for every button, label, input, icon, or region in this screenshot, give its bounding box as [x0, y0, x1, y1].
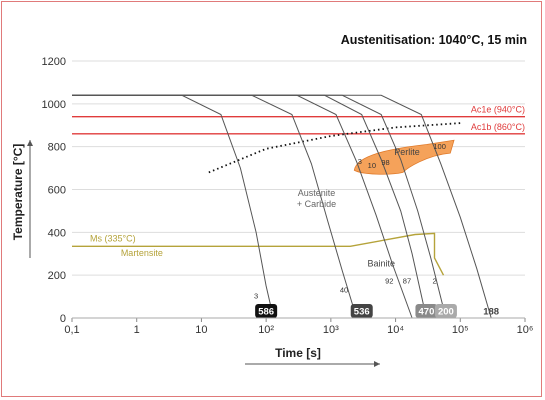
y-tick-label: 800 [48, 142, 66, 154]
cooling-curve [72, 94, 274, 319]
x-axis-title: Time [s] [275, 346, 321, 360]
y-tick-label: 1000 [42, 99, 66, 111]
region-label: Austenite [298, 188, 336, 198]
critical-temperature-label: Ac1e (940°C) [471, 105, 525, 115]
grid [72, 60, 525, 276]
cooling-curves [72, 94, 492, 319]
phase-percentage-label: 10 [368, 161, 376, 170]
hardness-value: 586 [258, 307, 274, 318]
region-label: Martensite [121, 248, 163, 258]
hardness-badge [434, 304, 457, 318]
x-tick-label: 0,1 [64, 324, 79, 336]
region-label: Bainite [367, 259, 395, 269]
hardness-badge [415, 304, 438, 318]
y-tick-label: 0 [60, 313, 66, 325]
region-label: Perlite [394, 147, 420, 157]
phase-percentage-label: 98 [381, 158, 389, 167]
hardness-value: 536 [354, 307, 370, 318]
critical-temperature-label: Ac1b (860°C) [471, 122, 525, 132]
phase-percentage-label: 92 [385, 277, 393, 286]
hardness-badge [350, 304, 373, 318]
y-axis-title: Temperature [°C] [11, 144, 25, 241]
phase-regions [353, 139, 455, 175]
phase-percentage-label: 100 [433, 142, 446, 151]
x-tick-label: 10⁵ [452, 324, 469, 336]
ms-label: Ms (335°C) [90, 233, 136, 243]
y-axis-arrowhead [27, 140, 33, 146]
hardness-badge [255, 304, 278, 318]
transformation-start-curve [208, 122, 461, 174]
hardness-value: 200 [438, 307, 454, 318]
cooling-curve [72, 94, 492, 319]
y-tick-label: 400 [48, 227, 66, 239]
x-tick-label: 10⁶ [517, 324, 534, 336]
reference-lines: Ac1e (940°C) Ac1b (860°C) Ms (335°C) [72, 105, 525, 276]
phase-percentage-label: 3 [358, 157, 362, 166]
perlite-region [353, 139, 455, 175]
x-tick-label: 10⁴ [387, 324, 404, 336]
x-axis-arrowhead [374, 361, 380, 367]
region-label: + Carbide [297, 199, 336, 209]
hardness-value: 470 [419, 307, 435, 318]
hardness-value: 188 [483, 307, 499, 318]
y-tick-label: 600 [48, 185, 66, 197]
y-tick-label: 200 [48, 270, 66, 282]
phase-percentage-label: 3 [254, 292, 258, 301]
chart-title: Austenitisation: 1040°C, 15 min [341, 33, 527, 47]
chart-labels: Austenite+ Carbide Perlite Bainite Martensi… [121, 142, 499, 318]
axes: 0 200 400 600 800 1000 1200 0,1 1 10 10² 10³ 10⁴ 10⁵ 1… [11, 56, 533, 367]
x-tick-label: 1 [134, 324, 140, 336]
ms-curve [72, 232, 445, 276]
phase-percentage-label: 2 [432, 277, 436, 286]
x-tick-label: 10³ [323, 324, 339, 336]
y-tick-label: 1200 [42, 56, 66, 68]
phase-percentage-label: 40 [340, 285, 348, 294]
x-tick-label: 10 [195, 324, 207, 336]
phase-percentage-label: 87 [403, 277, 411, 286]
cooling-curve [72, 94, 413, 319]
x-tick-label: 10² [258, 324, 274, 336]
